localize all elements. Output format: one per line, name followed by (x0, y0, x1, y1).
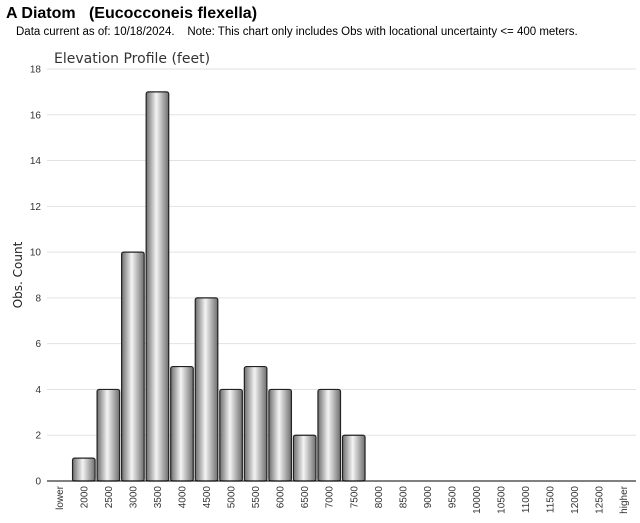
y-tick-label: 18 (30, 65, 42, 76)
y-tick-label: 0 (35, 477, 41, 488)
data-note: Data current as of: 10/18/2024. Note: Th… (16, 26, 578, 38)
page-title: A Diatom (Eucocconeis flexella) (6, 5, 258, 22)
x-tick-label: 3000 (128, 486, 139, 509)
bar-6500 (292, 434, 317, 482)
bar-5500 (243, 365, 268, 482)
x-tick-label: 12000 (570, 486, 581, 514)
x-tick-label: 2500 (104, 486, 115, 509)
x-tick-label: 4000 (177, 486, 188, 509)
bar-4000 (170, 365, 194, 482)
bar-6000 (268, 388, 293, 482)
bar-5000 (219, 388, 243, 482)
bars (71, 91, 366, 482)
x-tick-label: 9500 (447, 486, 458, 509)
bar-2000 (71, 457, 96, 482)
x-tick-label: higher (619, 485, 630, 513)
x-tick-label: 12500 (595, 486, 606, 514)
bar-3500 (145, 91, 170, 482)
x-tick-label: 6000 (276, 486, 287, 509)
y-tick-label: 6 (35, 339, 41, 350)
x-tick-label: 8000 (374, 486, 385, 509)
y-ticks: 0 2 4 6 8 10 12 14 16 18 (30, 65, 42, 488)
bar-7500 (341, 434, 366, 482)
x-tick-label: 7500 (349, 486, 360, 509)
x-tick-label: 9000 (423, 486, 434, 509)
x-tick-label: 3500 (153, 486, 164, 509)
gridlines (47, 68, 636, 436)
y-tick-label: 4 (35, 385, 41, 396)
x-tick-label: lower (55, 485, 66, 510)
x-tick-label: 10000 (472, 486, 483, 514)
x-tick-label: 11000 (521, 486, 532, 514)
bar-2500 (96, 388, 121, 482)
y-tick-label: 10 (30, 248, 42, 259)
y-axis-label: Obs. Count (11, 241, 25, 308)
x-tick-label: 4500 (202, 486, 213, 509)
x-ticks: lower 2000 2500 3000 3500 4000 4500 5000 5500 600… (55, 485, 630, 513)
x-tick-label: 7000 (325, 486, 336, 509)
y-tick-label: 14 (30, 156, 42, 167)
x-tick-label: 5500 (251, 486, 262, 509)
bar-7000 (317, 388, 342, 482)
y-tick-label: 12 (30, 202, 42, 213)
x-tick-label: 2000 (79, 486, 90, 509)
x-tick-label: 10500 (497, 486, 508, 514)
chart-title: Elevation Profile (feet) (54, 51, 210, 67)
x-tick-label: 5000 (227, 486, 238, 509)
bar-4500 (194, 297, 219, 482)
x-tick-label: 11500 (546, 486, 557, 514)
bar-3000 (121, 251, 145, 482)
y-tick-label: 2 (35, 431, 41, 442)
x-tick-label: 6500 (300, 486, 311, 509)
y-tick-label: 16 (30, 110, 42, 121)
y-tick-label: 8 (35, 293, 41, 304)
x-tick-label: 8500 (398, 486, 409, 509)
